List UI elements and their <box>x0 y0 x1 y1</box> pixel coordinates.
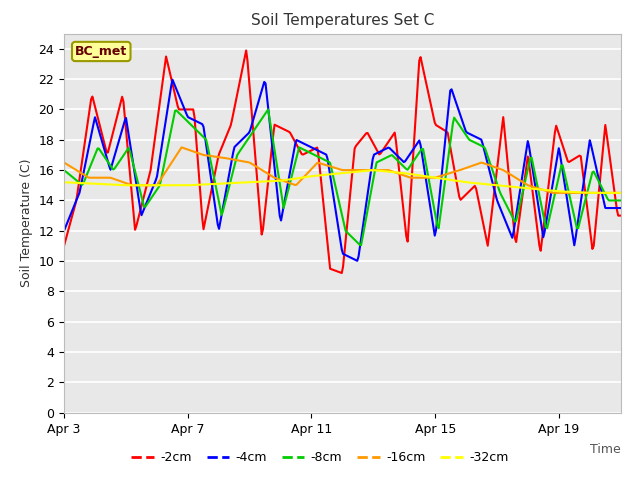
Y-axis label: Soil Temperature (C): Soil Temperature (C) <box>20 159 33 288</box>
Text: Time: Time <box>590 443 621 456</box>
Text: BC_met: BC_met <box>75 45 127 58</box>
Legend: -2cm, -4cm, -8cm, -16cm, -32cm: -2cm, -4cm, -8cm, -16cm, -32cm <box>127 446 513 469</box>
Title: Soil Temperatures Set C: Soil Temperatures Set C <box>251 13 434 28</box>
